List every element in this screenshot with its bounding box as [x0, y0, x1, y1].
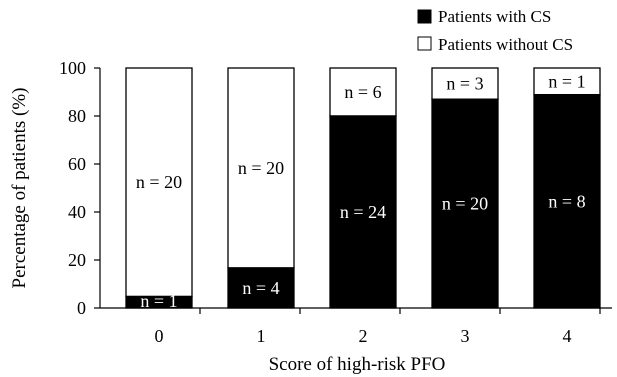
legend: Patients with CS Patients without CS — [417, 7, 573, 54]
y-axis-title: Percentage of patients (%) — [9, 88, 30, 289]
y-tick-label: 40 — [68, 202, 86, 222]
axes: 0 20 40 60 80 100 0 1 2 3 4 — [59, 58, 612, 346]
bars: n = 20 n = 1 n = 20 n = 4 n = 6 n = 24 n = 3 n … — [125, 67, 601, 311]
x-tick-label: 2 — [359, 326, 368, 346]
bar-without-cs — [329, 67, 397, 117]
x-tick-label: 3 — [461, 326, 470, 346]
data-label-without-cs: n = 6 — [344, 82, 381, 102]
bar-without-cs — [431, 67, 499, 100]
bar-with-cs — [125, 295, 193, 309]
bar-with-cs — [329, 115, 397, 309]
data-label-with-cs: n = 20 — [442, 194, 488, 214]
data-label-without-cs: n = 3 — [446, 74, 483, 94]
data-label-without-cs: n = 20 — [238, 158, 284, 178]
data-label-without-cs: n = 1 — [548, 71, 585, 91]
legend-swatch-with-cs — [417, 9, 432, 24]
legend-swatch-without-cs — [417, 36, 432, 51]
y-tick-label: 0 — [77, 298, 86, 318]
bar-with-cs — [227, 267, 295, 309]
x-axis-title: Score of high-risk PFO — [269, 354, 446, 375]
x-tick-label: 1 — [257, 326, 266, 346]
data-label-with-cs: n = 1 — [140, 291, 177, 311]
data-label-with-cs: n = 24 — [340, 202, 386, 222]
data-label-with-cs: n = 4 — [242, 278, 279, 298]
y-tick-label: 100 — [59, 58, 86, 78]
y-tick-label: 80 — [68, 106, 86, 126]
x-tick-label: 0 — [155, 326, 164, 346]
legend-label-with-cs: Patients with CS — [438, 7, 551, 26]
bar-with-cs — [533, 93, 601, 309]
data-label-without-cs: n = 20 — [136, 172, 182, 192]
x-tick-label: 4 — [563, 326, 572, 346]
data-label-with-cs: n = 8 — [548, 191, 585, 211]
bar-without-cs — [125, 67, 193, 298]
y-tick-label: 20 — [68, 250, 86, 270]
legend-label-without-cs: Patients without CS — [438, 35, 573, 54]
bar-with-cs — [431, 98, 499, 309]
y-tick-label: 60 — [68, 154, 86, 174]
